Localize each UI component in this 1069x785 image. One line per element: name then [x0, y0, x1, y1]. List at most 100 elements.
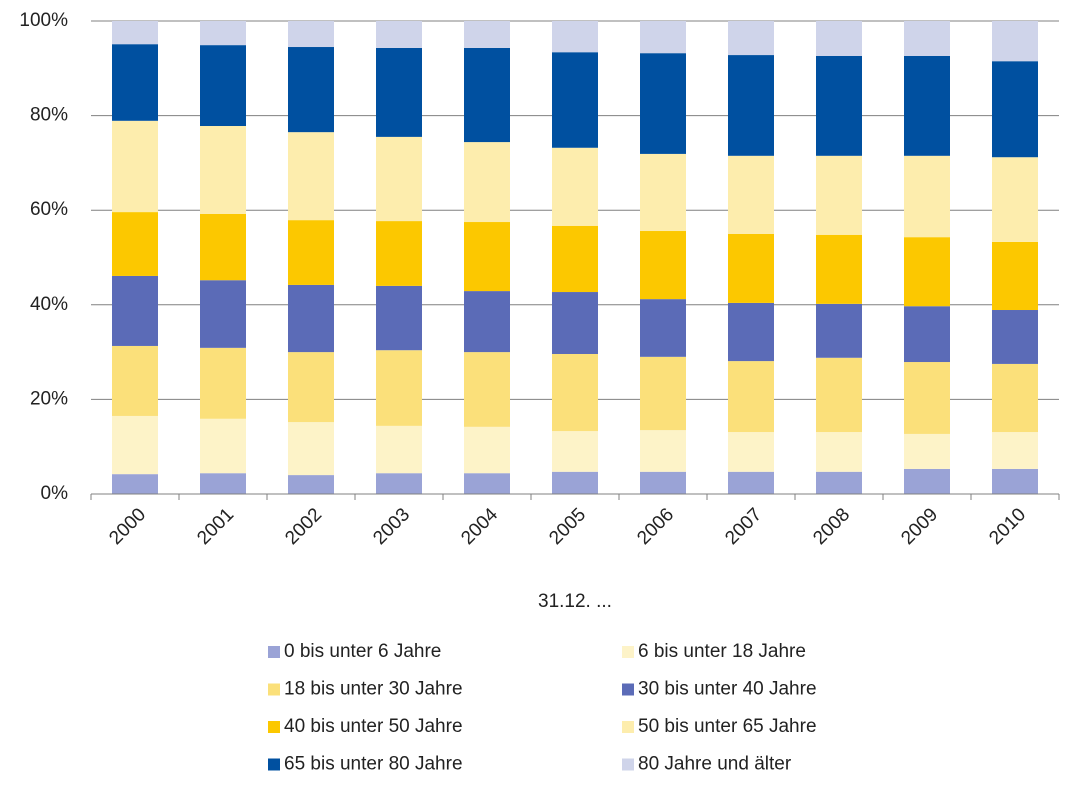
bar-segment — [112, 44, 158, 121]
legend-label: 65 bis unter 80 Jahre — [284, 754, 463, 775]
bar-segment — [200, 347, 246, 419]
bar-segment — [464, 291, 510, 353]
bar-segment — [464, 222, 510, 292]
legend-label: 50 bis unter 65 Jahre — [638, 716, 817, 737]
y-tick-label: 0% — [41, 483, 69, 504]
x-tick-label: 2010 — [985, 504, 1030, 549]
bar-segment — [288, 21, 334, 48]
bar-segment — [552, 147, 598, 226]
legend-label: 40 bis unter 50 Jahre — [284, 716, 463, 737]
y-tick-label: 60% — [30, 199, 68, 220]
bar-segment — [200, 418, 246, 474]
bar-segment — [816, 234, 862, 304]
bar-segment — [464, 426, 510, 474]
bar-segment — [992, 61, 1038, 158]
bar-segment — [552, 471, 598, 494]
bar-segment — [640, 21, 686, 54]
legend-swatch — [268, 721, 280, 733]
legend-swatch — [268, 646, 280, 658]
bar-segment — [552, 292, 598, 354]
bar-segment — [288, 284, 334, 353]
y-tick-label: 20% — [30, 388, 68, 409]
bar-segment — [640, 53, 686, 154]
bar-segment — [112, 21, 158, 45]
legend-swatch — [622, 646, 634, 658]
legend-label: 30 bis unter 40 Jahre — [638, 679, 817, 700]
bar-segment — [112, 275, 158, 346]
bar-segment — [552, 225, 598, 293]
bar-segment — [200, 473, 246, 494]
x-tick-label: 2007 — [721, 504, 766, 549]
bar-segment — [200, 213, 246, 281]
bar-segment — [112, 345, 158, 416]
bar-segment — [728, 432, 774, 472]
bar-segment — [376, 21, 422, 48]
bar-segment — [640, 299, 686, 357]
bar-segment — [376, 350, 422, 426]
bar-segment — [904, 21, 950, 57]
bar-segment — [640, 356, 686, 431]
legend-swatch — [622, 683, 634, 696]
bar-segment — [112, 474, 158, 494]
bar-segment — [728, 155, 774, 234]
bar-segment — [288, 220, 334, 285]
y-tick-label: 80% — [30, 105, 68, 126]
bar-segment — [640, 430, 686, 472]
bar-segment — [552, 431, 598, 472]
bar-segment — [640, 471, 686, 494]
bar-segment — [992, 241, 1038, 311]
legend-swatch — [268, 758, 280, 771]
x-tick-label: 2004 — [457, 504, 502, 549]
bar-segment — [552, 21, 598, 53]
x-tick-label: 2003 — [369, 504, 414, 549]
bar-segment — [992, 363, 1038, 433]
x-tick-label: 2009 — [897, 504, 942, 549]
bar-segment — [288, 132, 334, 221]
legend-label: 80 Jahre und älter — [638, 754, 792, 775]
bar-segment — [200, 45, 246, 127]
bar-segment — [464, 21, 510, 48]
bar-segment — [640, 231, 686, 300]
bar-segment — [816, 432, 862, 472]
legend-label: 18 bis unter 30 Jahre — [284, 679, 463, 700]
bar-segment — [112, 212, 158, 276]
bar-segment — [992, 432, 1038, 469]
bar-segment — [288, 475, 334, 494]
bar-segment — [728, 361, 774, 433]
bar-segment — [376, 285, 422, 351]
x-tick-label: 2005 — [545, 504, 590, 549]
bar-segment — [904, 306, 950, 363]
bar-segment — [640, 153, 686, 232]
legend-swatch — [268, 683, 280, 696]
x-tick-label: 2000 — [105, 504, 150, 549]
bar-segment — [728, 302, 774, 362]
bar-segment — [904, 237, 950, 307]
bar-segment — [728, 21, 774, 56]
bar-segment — [816, 56, 862, 156]
x-axis-title: 31.12. ... — [538, 591, 612, 612]
bar-segment — [464, 142, 510, 223]
bar-segment — [552, 353, 598, 432]
bar-segment — [992, 21, 1038, 62]
bar-segment — [200, 126, 246, 214]
legend-label: 0 bis unter 6 Jahre — [284, 641, 441, 662]
bar-segment — [464, 473, 510, 494]
bar-segment — [904, 433, 950, 469]
legend-swatch — [622, 758, 634, 771]
x-tick-label: 2002 — [281, 504, 326, 549]
bar-segment — [728, 233, 774, 303]
bar-segment — [200, 280, 246, 348]
bar-segment — [816, 357, 862, 433]
y-tick-label: 100% — [19, 10, 68, 31]
bar-segment — [904, 56, 950, 156]
x-tick-label: 2001 — [193, 504, 238, 549]
bar-segment — [816, 471, 862, 494]
bar-segment — [816, 155, 862, 235]
bar-segment — [376, 221, 422, 286]
bar-segment — [816, 21, 862, 57]
y-tick-label: 40% — [30, 294, 68, 315]
bar-segment — [376, 473, 422, 494]
bar-segment — [376, 47, 422, 137]
bar-segment — [992, 310, 1038, 364]
